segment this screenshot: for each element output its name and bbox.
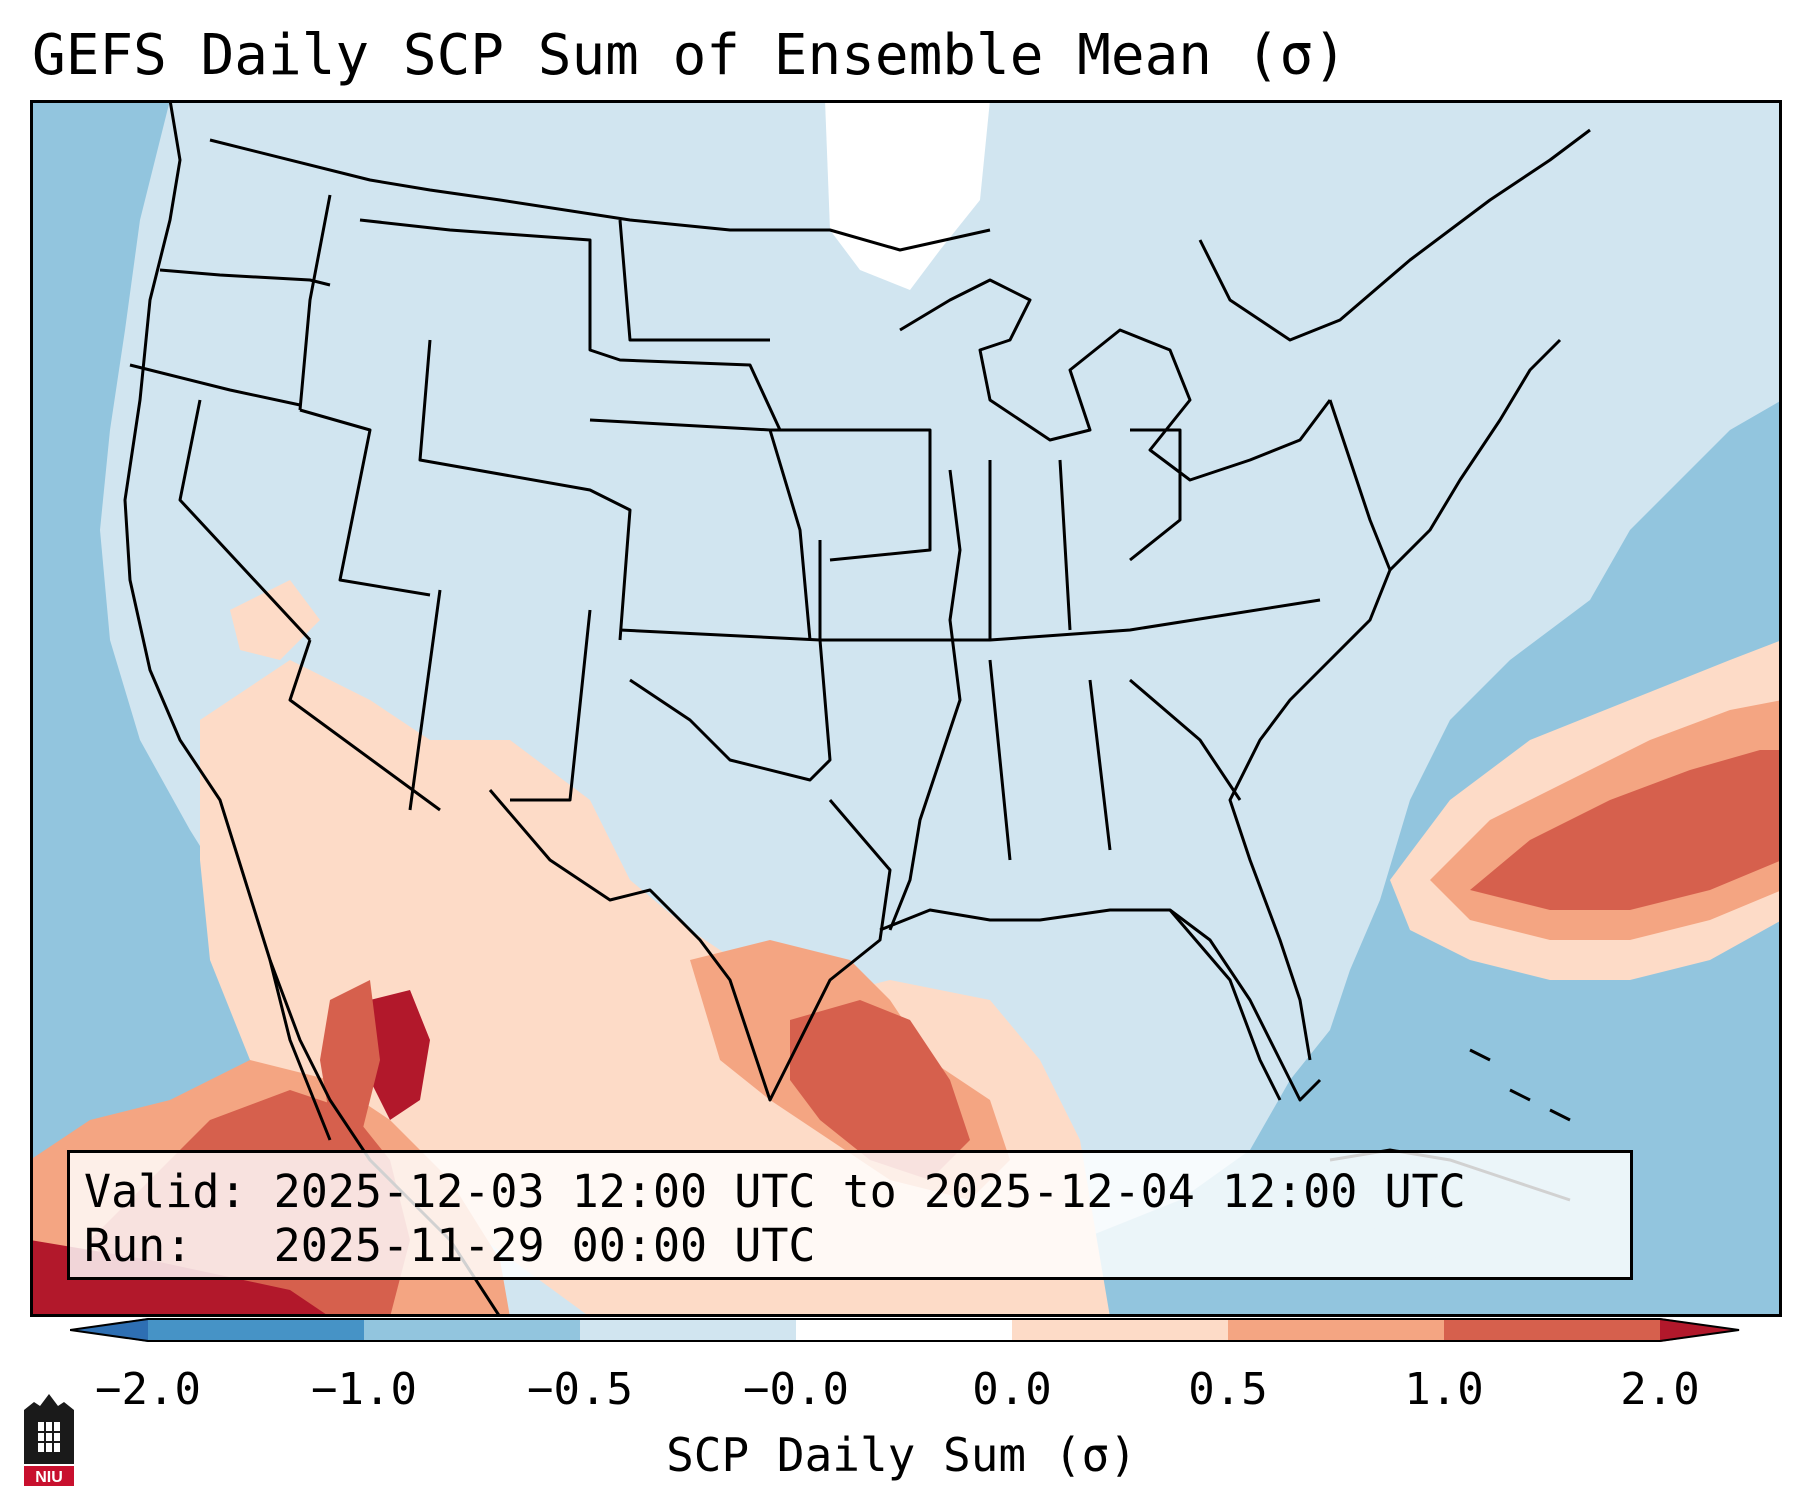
logo-text: NIU (35, 1469, 63, 1486)
central-line-1 (418, 339, 632, 641)
atlantic-coast (1228, 569, 1392, 1061)
colorbar-bin-3 (796, 1318, 1013, 1342)
colorbar-bin-5 (1228, 1318, 1445, 1342)
baja (268, 959, 332, 1141)
colorbar-bin-1 (364, 1318, 581, 1342)
tick-label-5: 0.5 (1188, 1364, 1268, 1415)
run-label: Run: (84, 1219, 193, 1272)
mississippi-line (888, 469, 962, 931)
positive-region-nevada (230, 580, 320, 660)
sierra-madre-strong (320, 980, 380, 1140)
tick-label-0: −2.0 (95, 1364, 201, 1415)
colorbar-bin-6 (1444, 1318, 1661, 1342)
atlantic-ocean (1180, 400, 1782, 1317)
new-mexico-east (510, 609, 592, 802)
niu-seal-icon: NIU (24, 1394, 74, 1486)
tick-label-3: −0.0 (743, 1364, 849, 1415)
northeast (1328, 338, 1562, 572)
washington-oregon-border (159, 268, 331, 287)
tick-label-2: −0.5 (527, 1364, 633, 1415)
northern-border (209, 138, 991, 252)
chart-title: GEFS Daily SCP Sum of Ensemble Mean (σ) (32, 23, 1347, 88)
idaho-montana-border (298, 194, 332, 411)
gulf-core (790, 1000, 970, 1180)
no-signal-patch (825, 100, 990, 290)
logo-banner (24, 1466, 74, 1486)
bahamas-outline (1469, 1048, 1571, 1122)
map-frame (30, 100, 1782, 1317)
valid-run-info-box: Valid: 2025-12-03 12:00 UTC to 2025-12-0… (67, 1150, 1633, 1280)
nevada-border (178, 399, 312, 642)
gulf-coast (879, 908, 1282, 1101)
arizona-east (408, 589, 442, 811)
canada-east (1198, 128, 1591, 342)
colorbar-bin-2 (580, 1318, 797, 1342)
colorbar-bin-4 (1012, 1318, 1229, 1342)
atlantic-strong (1470, 750, 1782, 910)
sierra-madre-max (370, 990, 430, 1120)
colorbar-label: SCP Daily Sum (σ) (666, 1428, 1137, 1482)
tick-label-7: 2.0 (1620, 1364, 1700, 1415)
utah-border (299, 408, 431, 597)
run-value: 2025-11-29 00:00 UTC (273, 1219, 816, 1272)
ohio-valley (988, 428, 1182, 640)
valid-label: Valid: (84, 1165, 247, 1218)
nebraska-kansas (589, 418, 812, 641)
colorbar-bin-0 (148, 1318, 365, 1342)
four-corners-line (288, 639, 441, 812)
colorbar-frame (70, 1318, 1740, 1342)
tick-label-1: −1.0 (311, 1364, 417, 1415)
valid-value: 2025-12-03 12:00 UTC to 2025-12-04 12:00… (273, 1165, 1466, 1218)
map-panel (30, 100, 1782, 1317)
oregon-south-border (129, 363, 301, 407)
colorbar (70, 1318, 1740, 1342)
texas-outline (488, 789, 892, 1102)
tick-label-4: 0.0 (972, 1364, 1052, 1415)
colorbar-extend-low (70, 1318, 148, 1342)
central-line-2 (359, 218, 782, 431)
florida (1169, 908, 1322, 1102)
dakotas (618, 219, 770, 342)
southeast-lines (988, 659, 1242, 861)
tick-label-6: 1.0 (1404, 1364, 1484, 1415)
great-lakes (899, 278, 1332, 482)
colorbar-extend-high (1660, 1318, 1740, 1342)
